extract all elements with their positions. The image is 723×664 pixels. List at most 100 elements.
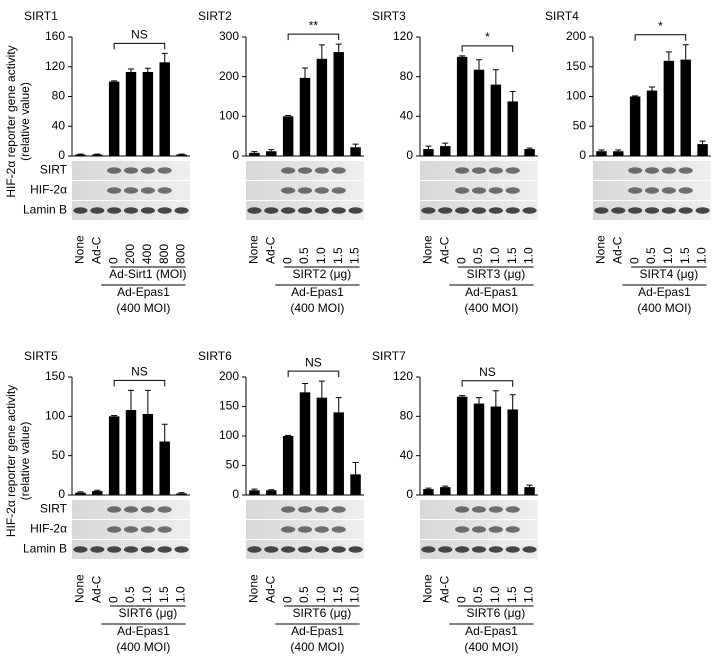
- blot-band: [644, 167, 660, 174]
- bar: [663, 60, 675, 156]
- blot-band: [123, 207, 139, 214]
- y-tick-label: 40: [52, 118, 66, 132]
- blot-band: [281, 526, 296, 533]
- blot-band: [522, 207, 537, 214]
- x-tick-label: Ad-C: [263, 236, 277, 264]
- significance-label: *: [658, 19, 663, 33]
- error-bar: [598, 149, 605, 152]
- y-tick-label: 200: [566, 29, 586, 43]
- blot-band: [281, 167, 296, 174]
- x-tick-label: 0.5: [471, 247, 485, 264]
- bar: [92, 154, 103, 156]
- group-label: SIRT2 (μg): [292, 267, 351, 281]
- bar: [125, 410, 137, 495]
- error-bar: [699, 140, 706, 145]
- blot-band: [107, 526, 122, 533]
- panel-title: SIRT2: [198, 9, 232, 23]
- group-label: SIRT6 (μg): [118, 606, 177, 620]
- blot-band: [140, 167, 155, 174]
- blot-band: [488, 526, 503, 533]
- x-tick-label: Ad-C: [437, 575, 451, 603]
- panel-title: SIRT3: [372, 9, 406, 23]
- x-tick-label: None: [73, 574, 87, 603]
- blot-band: [505, 526, 520, 533]
- panel-title: SIRT6: [198, 349, 232, 363]
- blot-band: [107, 167, 122, 174]
- significance-label: NS: [305, 355, 322, 369]
- blot-band: [107, 506, 122, 513]
- significance-label: NS: [131, 365, 148, 379]
- error-bar: [632, 95, 639, 97]
- significance-bracket: [287, 370, 340, 378]
- blot-band: [157, 526, 172, 533]
- x-tick-label: None: [421, 574, 435, 603]
- error-bar: [665, 51, 672, 61]
- blot-label: HIF-2α: [30, 183, 67, 197]
- panel-title: SIRT4: [545, 9, 579, 23]
- blot-band: [331, 526, 346, 533]
- blot-band: [505, 506, 520, 513]
- significance-bracket: [113, 379, 166, 387]
- x-tick-label: 0: [106, 257, 120, 264]
- x-tick-label: 1.0: [695, 247, 709, 264]
- blot-band: [644, 207, 660, 214]
- blot-band: [140, 546, 155, 553]
- error-bar: [476, 397, 482, 404]
- blot-band: [678, 167, 693, 174]
- x-tick-label: 1.0: [522, 586, 536, 603]
- error-bar: [615, 149, 622, 152]
- blot-band: [661, 207, 676, 214]
- blot-band: [73, 207, 88, 214]
- y-tick-label: 0: [232, 487, 239, 501]
- blot-band: [157, 187, 172, 194]
- x-tick-label: 1.0: [140, 586, 154, 603]
- x-tick-label: 0: [280, 257, 294, 264]
- bar: [490, 84, 502, 156]
- group-label: (400 MOI): [464, 640, 518, 654]
- x-tick-label: 800: [157, 244, 171, 264]
- x-tick-label: Ad-C: [437, 236, 451, 264]
- x-tick-label: 200: [123, 244, 137, 264]
- blot-band: [661, 167, 676, 174]
- blot-band: [421, 546, 436, 553]
- bar: [456, 56, 468, 157]
- blot-band: [314, 546, 329, 553]
- blot-band: [107, 546, 122, 553]
- bar: [299, 392, 311, 495]
- bar: [282, 116, 294, 156]
- error-bar: [335, 397, 342, 413]
- significance-label: NS: [131, 28, 148, 42]
- x-tick-label: None: [247, 235, 261, 264]
- blot-band: [107, 207, 122, 214]
- blot-band: [505, 187, 520, 194]
- y-axis-label: (relative value): [18, 422, 32, 501]
- blot-band: [455, 187, 470, 194]
- blot-band: [421, 207, 436, 214]
- blot-band: [471, 207, 487, 214]
- blot-band: [73, 546, 88, 553]
- error-bar: [302, 382, 308, 393]
- x-tick-label: 800: [174, 244, 188, 264]
- blot-band: [297, 506, 313, 513]
- x-tick-label: 1.5: [331, 586, 345, 603]
- error-bar: [492, 69, 499, 85]
- error-bar: [318, 44, 325, 59]
- blot-band: [107, 187, 122, 194]
- y-tick-label: 40: [400, 109, 414, 123]
- blot-band: [678, 207, 693, 214]
- y-tick-label: 0: [579, 148, 586, 162]
- x-tick-label: 1.0: [661, 247, 675, 264]
- bar: [92, 491, 103, 495]
- y-tick-label: 100: [566, 89, 586, 103]
- x-tick-label: 1.5: [505, 247, 519, 264]
- blot-label: SIRT: [40, 163, 68, 177]
- blot-band: [455, 526, 470, 533]
- blot-band: [628, 167, 643, 174]
- blot-band: [522, 546, 537, 553]
- x-tick-label: Ad-C: [263, 575, 277, 603]
- y-tick-label: 80: [400, 409, 414, 423]
- blot-band: [140, 526, 155, 533]
- y-tick-label: 0: [58, 487, 65, 501]
- error-bar: [509, 91, 516, 102]
- blot-band: [157, 506, 172, 513]
